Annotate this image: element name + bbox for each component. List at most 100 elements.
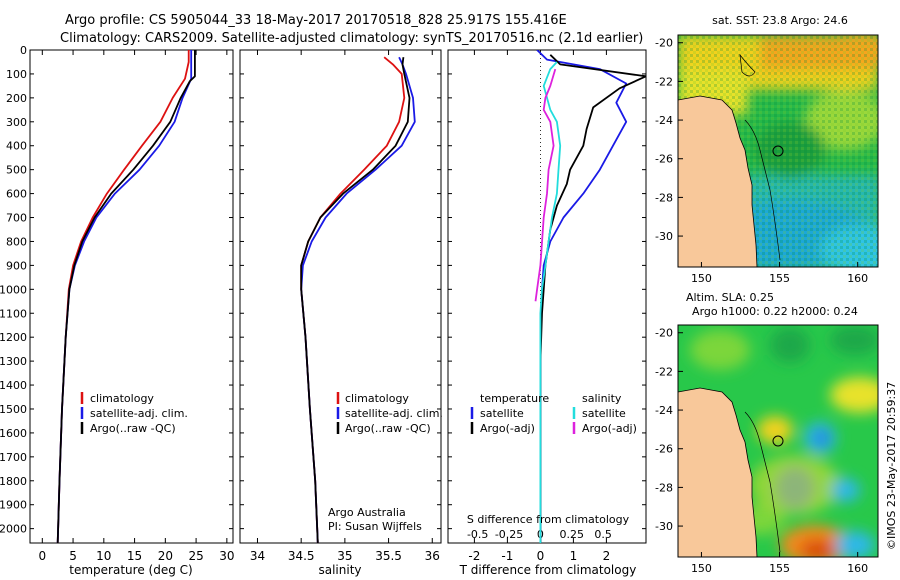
depth-tick-label: 1200 xyxy=(0,331,27,344)
t-difference-label: T difference from climatology xyxy=(459,563,637,577)
x-tick-label: 10 xyxy=(96,549,111,563)
s-difference-label: S difference from climatology xyxy=(467,513,630,526)
temperature-legend: climatology satellite-adj. clim. Argo(..… xyxy=(80,392,188,435)
lat-tick-label: -28 xyxy=(655,481,673,494)
difference-s-axis: -0.5 -0.25 0 0.25 0.5 xyxy=(467,528,612,541)
lon-tick-label: 160 xyxy=(847,562,868,575)
lat-tick-label: -30 xyxy=(655,520,673,533)
legend-climatology: climatology xyxy=(90,392,154,405)
sst-map-axes: -20 -22 -24 -26 -28 -30 150 155 160 xyxy=(655,37,868,285)
difference-depth-ticks xyxy=(448,49,646,530)
temperature-axes-frame xyxy=(29,49,234,544)
salinity-x-axis: 34 34.5 35 35.5 36 xyxy=(250,50,440,563)
depth-tick-label: 2000 xyxy=(0,523,27,536)
x-tick-label: 34.5 xyxy=(288,549,315,563)
temperature-x-axis: 0 5 10 15 20 25 30 xyxy=(38,50,234,563)
lat-tick-label: -26 xyxy=(655,153,673,166)
s-tick-label: 0.25 xyxy=(560,528,585,541)
series-s-satellite xyxy=(539,61,562,543)
series-s-argo xyxy=(534,68,557,302)
x-tick-label: 35 xyxy=(337,549,352,563)
legend-s-satellite: satellite xyxy=(582,407,626,420)
depth-tick-label: 1400 xyxy=(0,379,27,392)
legend-satellite: satellite-adj. clim. xyxy=(345,407,443,420)
lat-tick-label: -20 xyxy=(655,37,673,50)
difference-lines xyxy=(534,50,646,543)
series-argo xyxy=(300,57,411,543)
x-tick-label: 36 xyxy=(425,549,440,563)
argo-location-marker-sla xyxy=(772,435,784,447)
lat-tick-label: -24 xyxy=(655,114,673,127)
difference-axes-frame xyxy=(447,49,647,544)
lat-tick-label: -20 xyxy=(655,327,673,340)
annotation-pi: PI: Susan Wijffels xyxy=(328,520,422,533)
lon-tick-label: 160 xyxy=(847,272,868,285)
legend-header-temperature: temperature xyxy=(480,392,549,405)
shelf-contour xyxy=(744,119,781,261)
series-t-argo xyxy=(539,54,646,543)
sst-map-panel: sat. SST: 23.8 Argo: 24.6 -20 -22 -24 xyxy=(655,14,879,285)
x-tick-label: 34 xyxy=(250,549,265,563)
lon-tick-label: 150 xyxy=(691,562,712,575)
depth-tick-label: 300 xyxy=(6,116,27,129)
sst-map-frame xyxy=(677,34,879,268)
series-argo xyxy=(56,50,196,543)
s-tick-label: -0.5 xyxy=(467,528,488,541)
x-tick-label: 1 xyxy=(570,549,578,563)
imos-credit: ©IMOS 23-May-2017 20:59:37 xyxy=(885,382,898,550)
lat-tick-label: -22 xyxy=(655,365,673,378)
sla-map-title1: Altim. SLA: 0.25 xyxy=(686,291,774,304)
lon-tick-label: 150 xyxy=(691,272,712,285)
depth-tick-label: 1300 xyxy=(0,355,27,368)
legend-climatology: climatology xyxy=(345,392,409,405)
header-line1: Argo profile: CS 5905044_33 18-May-2017 … xyxy=(65,13,567,28)
annotation-argo-australia: Argo Australia xyxy=(328,506,406,519)
temperature-xlabel: temperature (deg C) xyxy=(69,563,192,577)
reef-contour xyxy=(739,53,756,77)
depth-tick-label: 400 xyxy=(6,140,27,153)
salinity-panel: 34 34.5 35 35.5 36 salinity climatology sate… xyxy=(239,49,443,577)
x-tick-label: 15 xyxy=(127,549,142,563)
lat-tick-label: -26 xyxy=(655,443,673,456)
depth-tick-label: 1100 xyxy=(0,307,27,320)
sla-map-image xyxy=(678,325,878,557)
legend-t-argo: Argo(-adj) xyxy=(480,422,535,435)
lat-tick-label: -22 xyxy=(655,75,673,88)
legend-s-argo: Argo(-adj) xyxy=(582,422,637,435)
depth-tick-label: 200 xyxy=(6,92,27,105)
depth-tick-label: 1800 xyxy=(0,475,27,488)
salinity-depth-ticks xyxy=(240,49,441,530)
salinity-xlabel: salinity xyxy=(318,563,361,577)
lon-tick-label: 155 xyxy=(769,562,790,575)
x-tick-label: 30 xyxy=(219,549,234,563)
depth-tick-label: 100 xyxy=(6,68,27,81)
depth-tick-label: 600 xyxy=(6,188,27,201)
sst-map-title: sat. SST: 23.8 Argo: 24.6 xyxy=(712,14,848,27)
x-tick-label: 0 xyxy=(38,549,46,563)
lon-tick-label: 155 xyxy=(769,272,790,285)
salinity-lines xyxy=(300,56,416,543)
x-tick-label: -1 xyxy=(501,549,513,563)
series-satellite xyxy=(56,50,193,543)
lat-tick-label: -28 xyxy=(655,191,673,204)
depth-tick-label: 800 xyxy=(6,235,27,248)
x-tick-label: 35.5 xyxy=(375,549,402,563)
legend-satellite: satellite-adj. clim. xyxy=(90,407,188,420)
sla-map-frame xyxy=(677,324,879,558)
s-tick-label: 0.5 xyxy=(594,528,612,541)
salinity-axes-frame xyxy=(239,49,442,544)
depth-tick-label: 1700 xyxy=(0,451,27,464)
legend-t-satellite: satellite xyxy=(480,407,524,420)
sst-map-image xyxy=(678,35,878,267)
depth-tick-label: 1900 xyxy=(0,499,27,512)
temperature-panel: 0100200300400500600700800900100011001200… xyxy=(0,44,234,577)
legend-argo: Argo(..raw -QC) xyxy=(90,422,176,435)
header-line2: Climatology: CARS2009. Satellite-adjuste… xyxy=(60,31,643,46)
series-satellite xyxy=(300,56,416,543)
s-tick-label: -0.25 xyxy=(495,528,523,541)
difference-t-axis: -2 -1 0 1 2 xyxy=(468,50,610,563)
salinity-legend: climatology satellite-adj. clim. Argo(..… xyxy=(336,392,443,435)
depth-tick-label: 1500 xyxy=(0,403,27,416)
difference-legend: temperature salinity satellite Argo(-adj… xyxy=(470,392,637,435)
